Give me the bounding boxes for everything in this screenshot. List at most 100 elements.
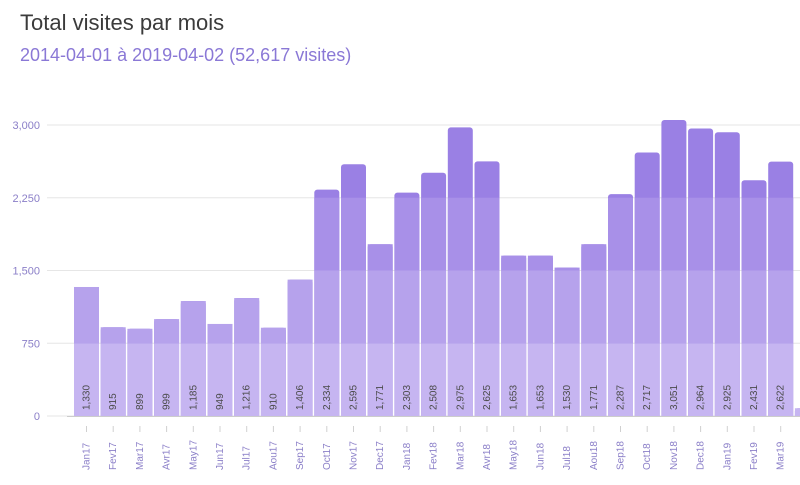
band-0-750 xyxy=(501,343,527,416)
x-tick-label: Oct17 xyxy=(322,443,333,470)
band-750-1500 xyxy=(74,286,99,344)
data-label: 1,771 xyxy=(375,385,386,410)
band-0-750 xyxy=(634,343,660,416)
data-label: 2,508 xyxy=(429,385,440,410)
bar-bands xyxy=(74,197,800,416)
band-0-750 xyxy=(341,343,366,416)
data-label: 1,185 xyxy=(188,385,199,410)
band-750-1500 xyxy=(234,298,260,344)
band-750-1500 xyxy=(367,270,393,344)
x-tick-label: Jan18 xyxy=(402,442,413,470)
band-1500-2250 xyxy=(608,197,633,271)
x-tick-label: Jun17 xyxy=(215,442,226,470)
band-750-1500 xyxy=(314,270,340,344)
band-750-1500 xyxy=(287,279,313,344)
band-750-1500 xyxy=(501,270,527,344)
band-0-750 xyxy=(421,343,447,416)
band-750-1500 xyxy=(421,270,447,344)
data-label: 2,431 xyxy=(749,385,760,410)
x-tick-label: Nov17 xyxy=(349,441,360,470)
band-0-750 xyxy=(474,343,500,416)
band-0-750 xyxy=(447,343,473,416)
band-1500-2250 xyxy=(688,197,714,271)
band-1500-2250 xyxy=(741,197,767,271)
band-1500-2250 xyxy=(447,197,473,271)
band-1500-2250 xyxy=(661,197,687,271)
chart-subtitle: 2014-04-01 à 2019-04-02 (52,617 visites) xyxy=(20,45,352,65)
band-0-750 xyxy=(367,343,393,416)
band-0-750 xyxy=(688,343,714,416)
data-label: 2,303 xyxy=(402,385,413,410)
x-tick-label: Dec18 xyxy=(696,441,707,470)
band-0-750 xyxy=(714,343,740,416)
band-0-750 xyxy=(154,343,180,416)
y-tick-label: 2,250 xyxy=(12,193,40,205)
band-750-1500 xyxy=(608,270,633,344)
data-label: 1,406 xyxy=(295,385,306,410)
band-750-1500 xyxy=(474,270,500,344)
data-label: 2,287 xyxy=(616,385,627,410)
x-tick-label: Aou18 xyxy=(589,441,600,470)
band-1500-2250 xyxy=(314,197,340,271)
band-0-750 xyxy=(768,343,794,416)
band-750-1500 xyxy=(581,270,607,344)
x-tick-label: Jul17 xyxy=(242,446,253,470)
band-0-750 xyxy=(180,343,206,416)
x-tick-label: Dec17 xyxy=(375,441,386,470)
band-1500-2250 xyxy=(527,255,553,271)
x-tick-label: Jan19 xyxy=(722,442,733,470)
band-1500-2250 xyxy=(341,197,366,271)
x-tick-label: Avr18 xyxy=(482,444,493,470)
band-0-750 xyxy=(207,343,233,416)
band-750-1500 xyxy=(768,270,794,344)
band-750-1500 xyxy=(394,270,420,344)
data-label: 2,334 xyxy=(322,385,333,410)
x-tick-label: Mar17 xyxy=(135,441,146,470)
chart-title: Total visites par mois xyxy=(20,10,225,35)
band-1500-2250 xyxy=(554,267,580,271)
x-tick-label: Jul18 xyxy=(562,446,573,470)
band-750-1500 xyxy=(714,270,740,344)
band-1500-2250 xyxy=(367,244,393,271)
y-tick-label: 1,500 xyxy=(12,266,40,278)
band-0-750 xyxy=(74,343,99,416)
x-tick-label: Jan17 xyxy=(82,442,93,470)
x-tick-label: Fev19 xyxy=(749,442,760,470)
x-tick-label: Mar19 xyxy=(776,441,787,470)
band-0-750 xyxy=(794,408,800,416)
band-0-750 xyxy=(234,343,260,416)
band-0-750 xyxy=(287,343,313,416)
band-750-1500 xyxy=(447,270,473,344)
x-tick-label: Fev17 xyxy=(108,442,119,470)
x-tick-label: May17 xyxy=(188,440,199,470)
band-750-1500 xyxy=(341,270,366,344)
y-tick-label: 750 xyxy=(22,338,40,350)
x-tick-label: May18 xyxy=(509,440,520,470)
band-750-1500 xyxy=(688,270,714,344)
x-tick-label: Nov18 xyxy=(669,441,680,470)
band-0-750 xyxy=(741,343,767,416)
data-label: 915 xyxy=(108,393,119,410)
band-0-750 xyxy=(608,343,633,416)
data-label: 1,530 xyxy=(562,385,573,410)
x-tick-label: Mar18 xyxy=(455,441,466,470)
band-1500-2250 xyxy=(768,197,794,271)
band-750-1500 xyxy=(741,270,767,344)
data-label: 1,330 xyxy=(82,385,93,410)
data-label: 1,771 xyxy=(589,385,600,410)
band-1500-2250 xyxy=(714,197,740,271)
band-0-750 xyxy=(127,343,153,416)
band-750-1500 xyxy=(661,270,687,344)
data-label: 2,925 xyxy=(722,385,733,410)
data-label: 2,595 xyxy=(349,385,360,410)
band-1500-2250 xyxy=(394,197,420,271)
x-tick-label: Sep17 xyxy=(295,441,306,470)
band-750-1500 xyxy=(154,319,180,344)
data-label: 2,625 xyxy=(482,385,493,410)
band-750-1500 xyxy=(554,270,580,344)
x-tick-label: Fev18 xyxy=(429,442,440,470)
data-label: 2,622 xyxy=(776,385,787,410)
band-0-750 xyxy=(661,343,687,416)
band-0-750 xyxy=(314,343,340,416)
